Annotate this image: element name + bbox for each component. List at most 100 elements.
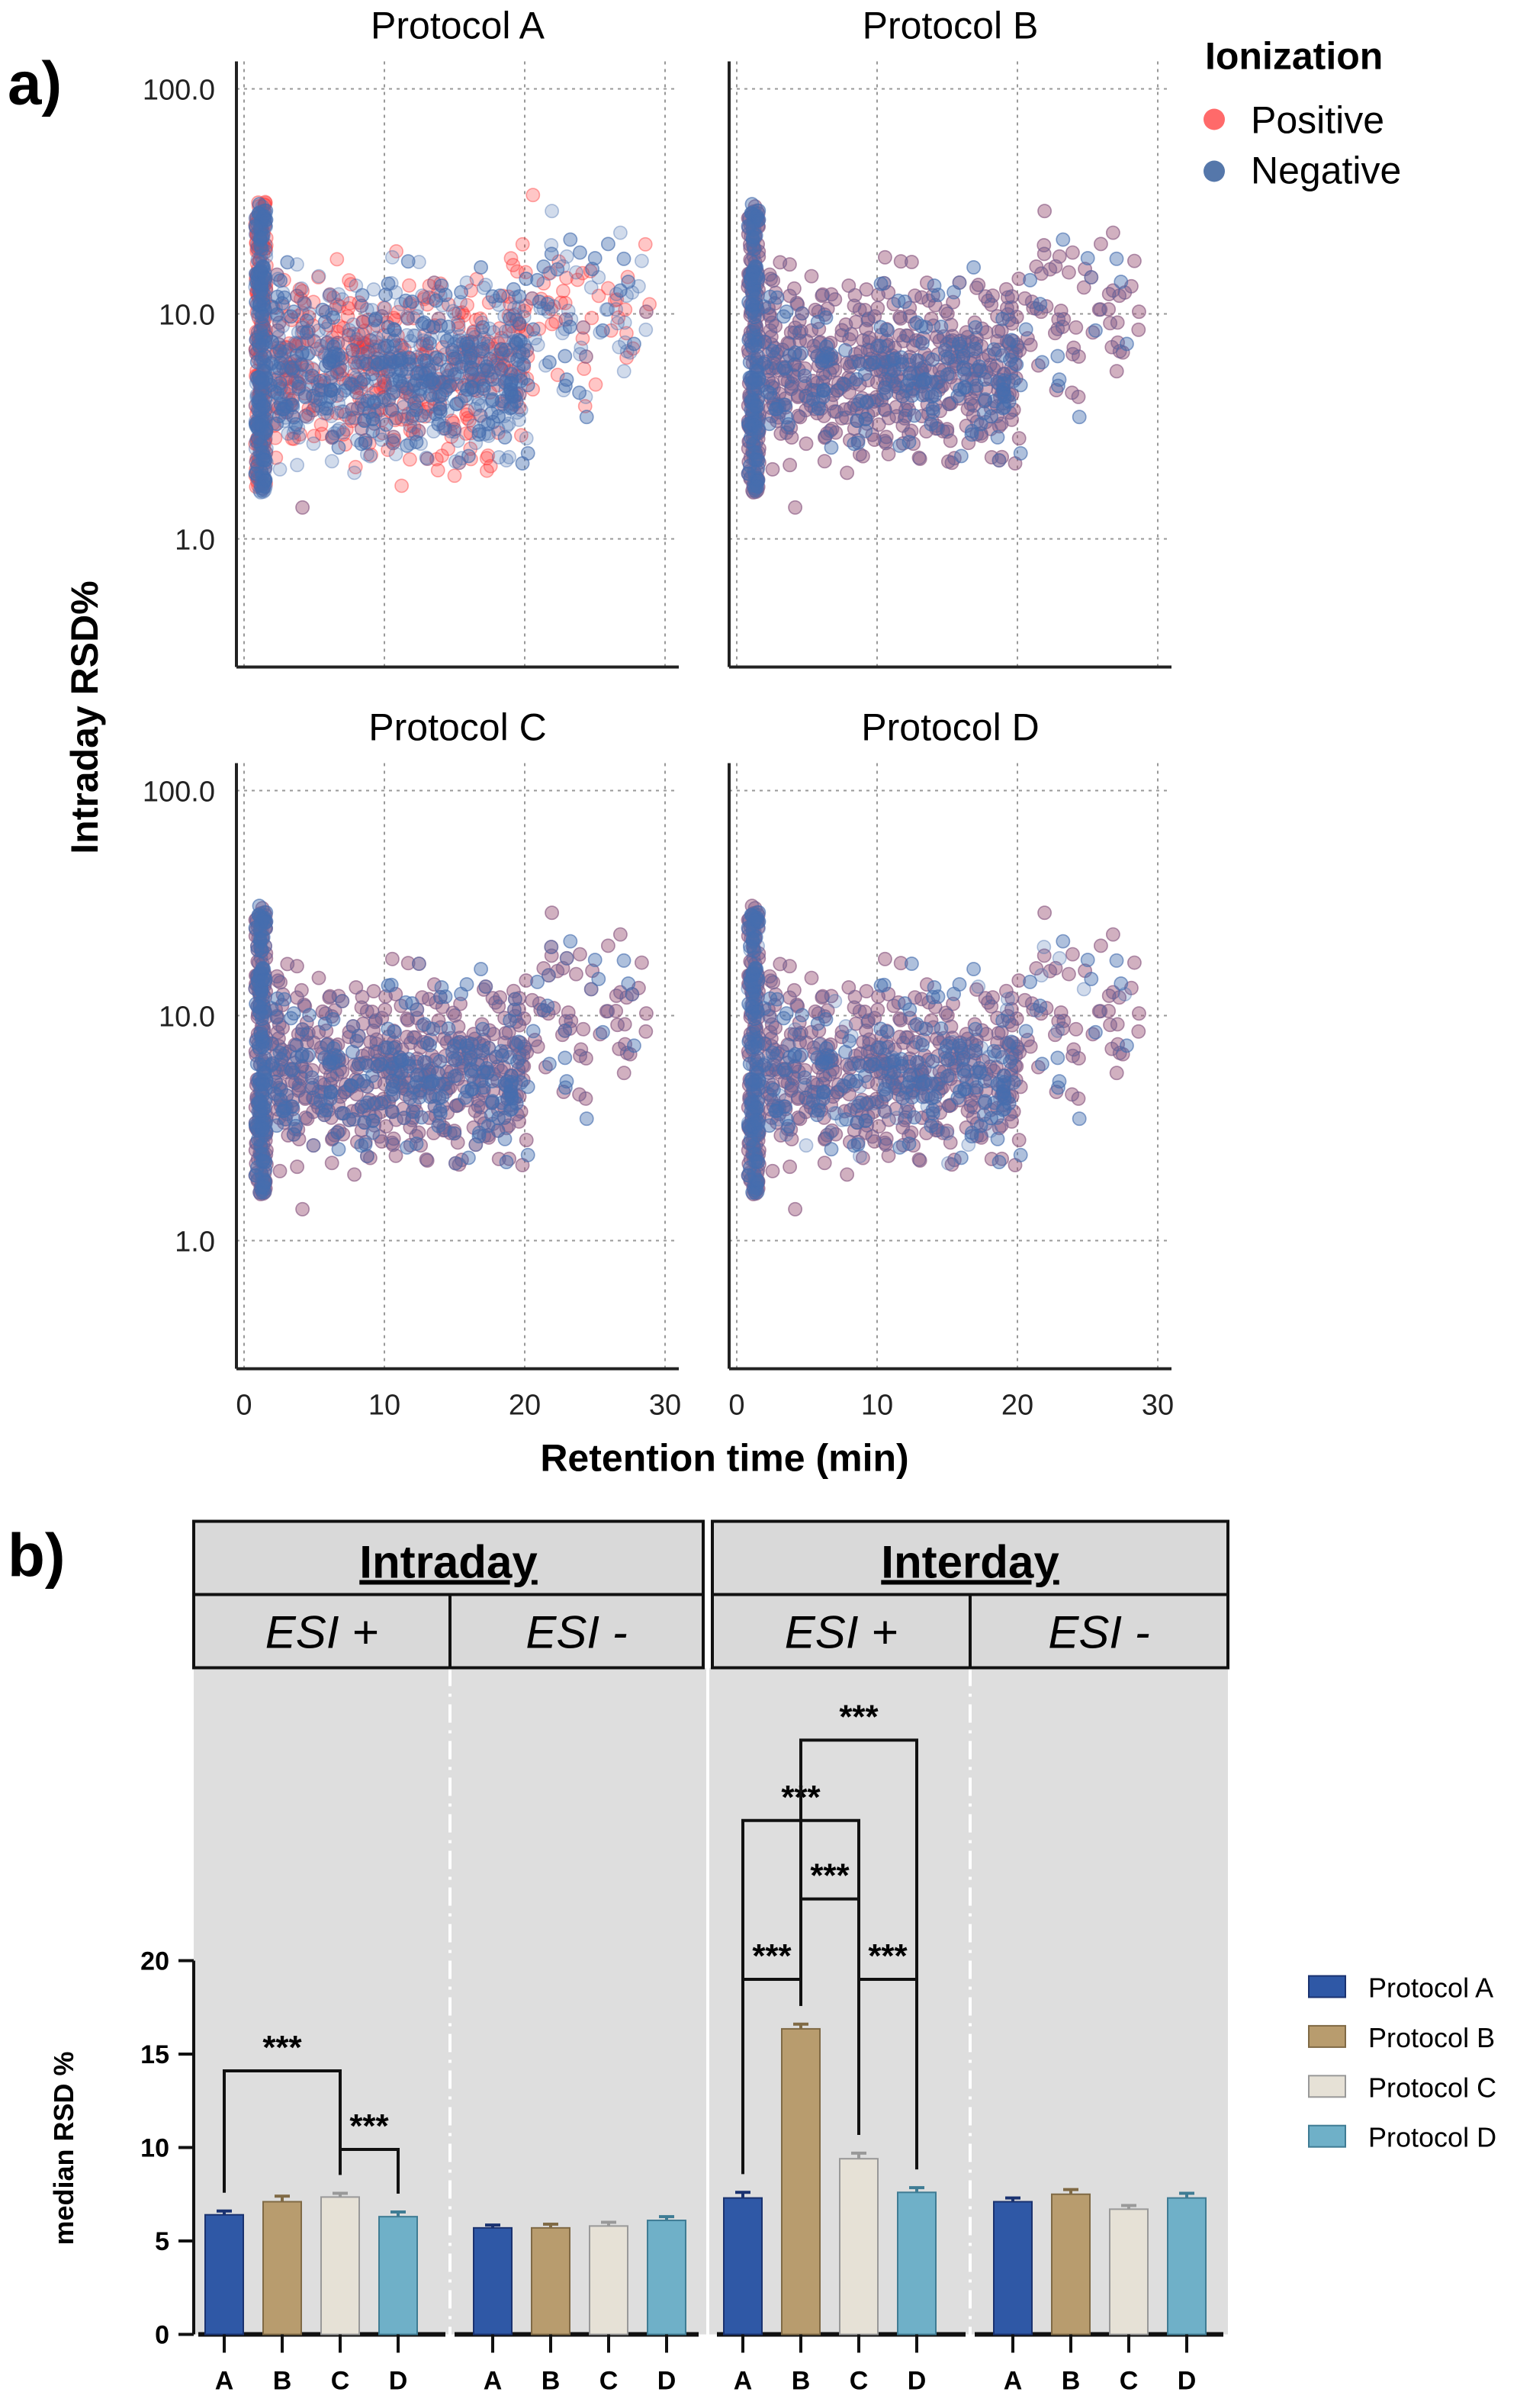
data-point-positive: [329, 365, 345, 379]
data-point-negative: [1023, 272, 1038, 288]
data-point-positive: [389, 244, 403, 259]
data-point-negative: [306, 436, 321, 452]
data-point-negative: [360, 394, 375, 409]
data-point-positive: [383, 356, 398, 371]
data-point-positive: [609, 292, 625, 307]
data-point-negative: [747, 338, 763, 352]
data-point-negative: [925, 352, 940, 367]
data-point-positive: [362, 362, 378, 377]
data-point-negative: [910, 352, 924, 368]
data-point-positive: [431, 371, 446, 387]
data-point-negative: [765, 461, 780, 477]
data-point-positive: [608, 293, 622, 308]
data-point-negative: [255, 338, 270, 352]
data-point-positive: [257, 385, 272, 400]
data-point-negative: [355, 288, 370, 303]
data-point-negative: [957, 366, 972, 381]
data-point-negative: [763, 289, 778, 304]
data-point-positive: [284, 431, 300, 446]
data-point-positive: [430, 463, 445, 477]
data-point-positive: [463, 426, 478, 441]
data-point-negative: [345, 402, 360, 417]
data-point-positive: [394, 338, 409, 353]
data-point-negative: [635, 253, 649, 268]
data-point-positive: [256, 313, 272, 328]
data-point-positive: [619, 326, 634, 341]
data-point-positive: [249, 363, 265, 378]
data-point-positive: [314, 426, 329, 442]
data-point-positive: [313, 417, 329, 432]
data-point-negative: [1084, 270, 1099, 285]
data-point-negative: [289, 288, 304, 304]
data-point-negative: [616, 364, 632, 379]
data-point-negative: [342, 323, 357, 338]
data-point-negative: [1036, 246, 1052, 262]
data-point-negative: [744, 303, 760, 318]
data-point-positive: [545, 317, 560, 332]
data-point-positive: [306, 362, 321, 378]
data-point-negative: [1080, 251, 1095, 265]
data-point-positive: [258, 385, 273, 400]
data-point-positive: [642, 297, 657, 312]
data-point-positive: [611, 310, 626, 325]
data-point-positive: [329, 406, 345, 420]
data-point-negative: [856, 448, 870, 464]
data-point-positive: [249, 461, 264, 477]
data-point-positive: [258, 461, 273, 476]
data-point-positive: [251, 367, 266, 382]
data-point-positive: [249, 474, 265, 489]
data-point-negative: [940, 367, 955, 382]
data-point-positive: [257, 197, 272, 212]
data-point-positive: [345, 349, 360, 365]
data-point-positive: [288, 338, 303, 352]
data-point-positive: [256, 390, 271, 405]
y-tick-label: 10.0: [159, 300, 215, 332]
data-point-negative: [410, 366, 425, 381]
data-point-negative: [347, 465, 362, 481]
data-point-negative: [743, 272, 758, 287]
data-point-negative: [493, 288, 508, 304]
data-point-negative: [995, 311, 1011, 326]
data-point-positive: [541, 295, 555, 310]
data-point-negative: [915, 336, 930, 351]
data-point-negative: [363, 333, 378, 348]
data-point-negative: [475, 320, 490, 335]
data-point-negative: [1062, 265, 1076, 280]
data-point-positive: [361, 312, 376, 327]
data-point-negative: [840, 355, 855, 371]
data-point-positive: [258, 241, 273, 256]
data-point-positive: [493, 346, 508, 362]
data-point-negative: [952, 336, 966, 352]
data-point-negative: [804, 268, 819, 284]
data-point-negative: [953, 382, 968, 397]
data-point-negative: [345, 342, 360, 358]
data-point-positive: [584, 310, 599, 326]
data-point-negative: [280, 255, 295, 270]
data-point-negative: [790, 390, 805, 404]
data-point-negative: [519, 431, 534, 446]
data-point-positive: [310, 342, 325, 357]
data-point-negative: [978, 392, 993, 407]
data-point-negative: [290, 458, 305, 473]
data-point-positive: [329, 297, 345, 313]
data-point-positive: [460, 410, 475, 426]
data-point-negative: [272, 461, 288, 477]
data-point-negative: [1065, 385, 1080, 400]
data-point-positive: [426, 291, 442, 307]
data-point-positive: [455, 305, 470, 320]
data-point-negative: [1132, 304, 1146, 320]
data-point-negative: [474, 260, 489, 275]
data-point-positive: [394, 478, 410, 493]
data-point-positive: [551, 254, 567, 269]
data-point-negative: [741, 466, 756, 481]
data-point-positive: [517, 304, 532, 319]
data-point-negative: [254, 310, 269, 324]
data-point-negative: [748, 290, 763, 305]
data-point-positive: [295, 336, 310, 352]
data-point-positive: [274, 405, 289, 420]
data-point-negative: [877, 380, 892, 395]
data-point-positive: [307, 429, 322, 444]
data-point-positive: [357, 336, 372, 352]
data-point-positive: [364, 447, 379, 462]
